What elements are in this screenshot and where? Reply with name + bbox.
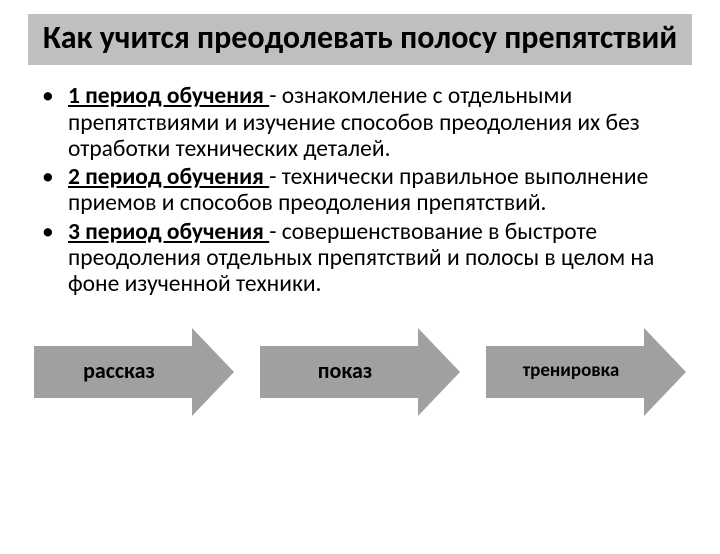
bullet-bold: 2 период обучения xyxy=(68,163,269,191)
list-item: • 1 период обучения - ознакомление с отд… xyxy=(40,83,680,162)
bullet-list: • 1 период обучения - ознакомление с отд… xyxy=(40,83,680,298)
arrow-label: рассказ xyxy=(34,357,234,386)
arrows-row: рассказ показ тренировка xyxy=(30,328,690,416)
bullet-bold: 3 период обучения xyxy=(68,218,269,246)
bullet-marker: • xyxy=(40,219,68,245)
bullet-text: 3 период обучения - совершенствование в … xyxy=(68,219,680,298)
bullet-marker: • xyxy=(40,83,68,109)
bullet-text: 1 период обучения - ознакомление с отдел… xyxy=(68,83,680,162)
title-bar: Как учится преодолевать полосу препятств… xyxy=(28,14,692,65)
arrow-label: тренировка xyxy=(486,359,686,384)
arrow-step-2: показ xyxy=(260,328,460,416)
bullet-text: 2 период обучения - технически правильно… xyxy=(68,164,680,217)
page-title: Как учится преодолевать полосу препятств… xyxy=(38,20,682,55)
list-item: • 3 период обучения - совершенствование … xyxy=(40,219,680,298)
arrow-step-1: рассказ xyxy=(34,328,234,416)
bullet-bold: 1 период обучения xyxy=(68,82,269,110)
bullet-marker: • xyxy=(40,164,68,190)
arrow-step-3: тренировка xyxy=(486,328,686,416)
arrow-label: показ xyxy=(260,357,460,386)
list-item: • 2 период обучения - технически правиль… xyxy=(40,164,680,217)
